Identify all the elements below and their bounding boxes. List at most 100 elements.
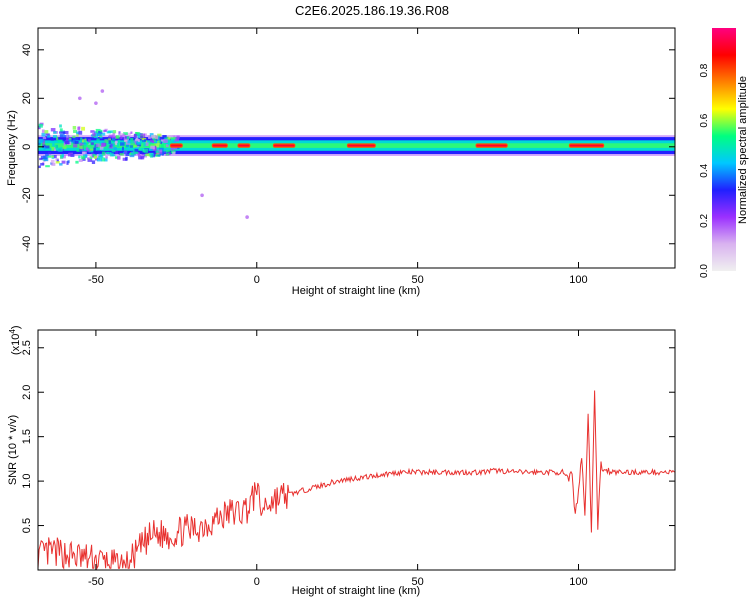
heatmap-cell <box>93 155 97 159</box>
heatmap-cell <box>79 142 84 146</box>
heatmap-cell <box>136 142 142 145</box>
heatmap-cell <box>59 163 63 166</box>
heatmap-outlier-point <box>100 89 105 93</box>
spectrogram-y-axis-label: Frequency (Hz) <box>6 110 18 186</box>
heatmap-cell <box>109 144 112 148</box>
heatmap-cell <box>114 156 118 159</box>
heatmap-cell <box>47 134 51 138</box>
heatmap-cell <box>150 142 153 145</box>
heatmap-cell <box>137 152 141 155</box>
heatmap-cell <box>72 135 76 139</box>
heatmap-cell <box>89 156 93 159</box>
heatmap-cell <box>168 140 173 144</box>
snr-x-tick-label: 100 <box>569 576 587 588</box>
heatmap-cell <box>85 142 90 145</box>
snr-x-tick-label: -50 <box>88 576 104 588</box>
heatmap-cell <box>161 149 167 152</box>
heatmap-cell <box>170 146 175 151</box>
heatmap-cell <box>107 138 112 142</box>
heatmap-cell <box>152 137 156 140</box>
heatmap-outlier-point <box>94 101 98 105</box>
heatmap-cell <box>78 155 81 159</box>
heatmap-cell <box>75 160 79 164</box>
heatmap-cell <box>120 142 125 146</box>
heatmap-cell <box>172 151 176 155</box>
spectrogram-x-tick-label: 50 <box>412 274 424 286</box>
heatmap-cell <box>144 133 147 136</box>
heatmap-cell <box>40 162 45 166</box>
heatmap-cell <box>112 137 116 142</box>
heatmap-cell <box>145 142 149 146</box>
heatmap-peak-segment <box>170 144 182 147</box>
heatmap-cell <box>124 139 129 142</box>
snr-y-tick-label: 2.0 <box>21 385 33 400</box>
heatmap-cell <box>133 133 137 138</box>
heatmap-cell <box>45 165 50 168</box>
heatmap-cell <box>151 134 156 139</box>
heatmap-cell <box>45 133 50 136</box>
heatmap-cell <box>134 148 139 153</box>
heatmap-cell <box>108 146 114 149</box>
heatmap-cell <box>143 148 148 153</box>
heatmap-cell <box>129 141 135 144</box>
heatmap-cell <box>73 144 78 148</box>
heatmap-cell <box>110 143 113 147</box>
heatmap-cell <box>44 145 50 149</box>
heatmap-cell <box>65 137 70 142</box>
heatmap-peak-segment <box>569 144 604 147</box>
heatmap-cell <box>99 136 103 139</box>
colorbar-scale <box>712 28 736 271</box>
snr-y-tick-label: 1.0 <box>21 473 33 488</box>
heatmap-cell <box>70 138 73 142</box>
heatmap-cell <box>43 147 46 150</box>
heatmap-cell <box>155 135 159 139</box>
heatmap-cell <box>88 149 94 153</box>
heatmap-cell <box>39 138 44 143</box>
heatmap-cell <box>68 137 72 140</box>
snr-marks <box>37 390 676 570</box>
heatmap-cell <box>43 155 48 160</box>
heatmap-cell <box>80 147 83 151</box>
heatmap-cell <box>135 131 140 136</box>
heatmap-cell <box>104 148 108 151</box>
heatmap-cell <box>154 140 158 144</box>
heatmap-cell <box>63 130 69 135</box>
heatmap-cell <box>104 152 107 155</box>
heatmap-cell <box>58 131 64 134</box>
heatmap-cell <box>170 137 175 142</box>
snr-y-multiplier: (x104) <box>8 325 22 355</box>
snr-x-tick-label: 50 <box>412 576 424 588</box>
heatmap-cell <box>81 155 86 160</box>
heatmap-cell <box>59 133 65 138</box>
heatmap-cell <box>122 133 125 138</box>
spectrogram-x-axis-label: Height of straight line (km) <box>292 285 420 297</box>
heatmap-cell <box>142 149 146 153</box>
heatmap-cell <box>158 139 161 144</box>
heatmap-cell <box>170 137 176 140</box>
heatmap-cell <box>47 151 52 155</box>
heatmap-cell <box>87 138 91 143</box>
heatmap-cell <box>130 131 133 134</box>
heatmap-cell <box>104 145 109 150</box>
heatmap-cell <box>166 143 169 148</box>
heatmap-cell <box>81 145 86 149</box>
heatmap-cell <box>62 131 66 134</box>
heatmap-cell <box>150 145 155 150</box>
heatmap-cell <box>45 136 50 140</box>
heatmap-cell <box>168 135 174 138</box>
heatmap-cell <box>104 158 108 162</box>
heatmap-cell <box>44 130 49 134</box>
heatmap-cell <box>129 155 135 158</box>
heatmap-cell <box>104 139 108 143</box>
heatmap-cell <box>111 135 117 140</box>
heatmap-cell <box>76 137 79 140</box>
heatmap-cell <box>123 140 127 145</box>
snr-series-line <box>37 390 676 570</box>
snr-y-tick-label: 2.5 <box>21 340 33 355</box>
heatmap-cell <box>125 153 130 156</box>
heatmap-cell <box>45 153 49 157</box>
heatmap-cell <box>94 144 99 148</box>
heatmap-cell <box>159 136 163 141</box>
heatmap-cell <box>59 128 63 132</box>
heatmap-cell <box>96 157 102 162</box>
